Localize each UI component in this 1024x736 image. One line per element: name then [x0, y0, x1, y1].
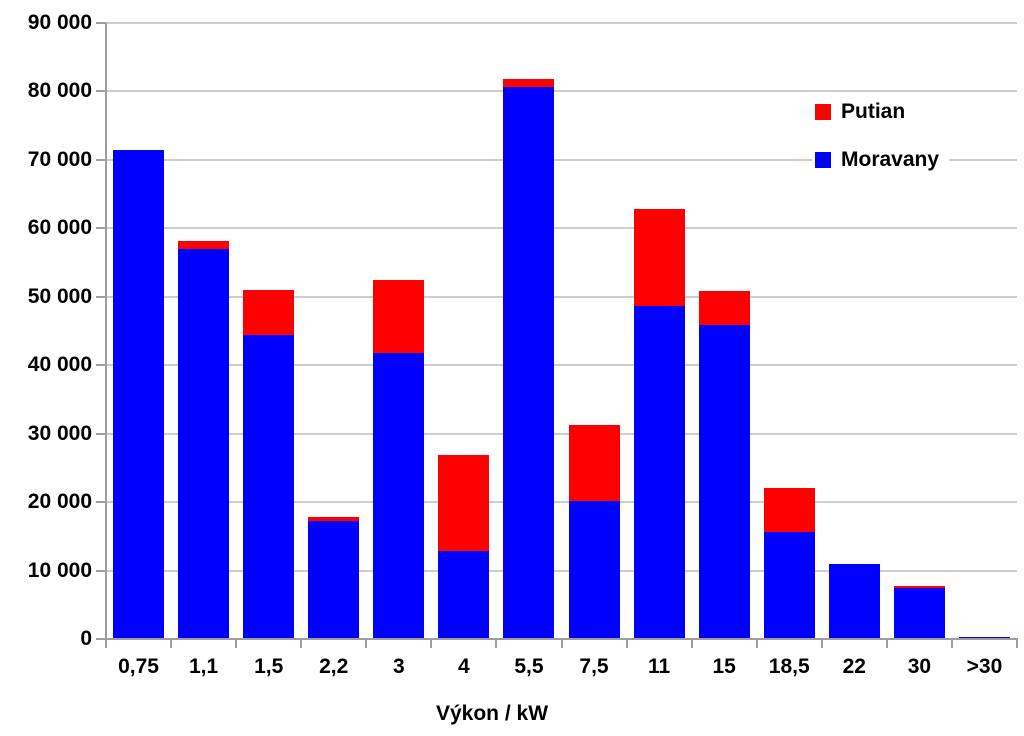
y-tick-60000: [96, 227, 106, 229]
bar-putian-2,2: [308, 517, 359, 521]
bar-moravany-30: [894, 588, 945, 639]
y-axis-line: [105, 23, 107, 639]
y-axis-label-90000: 90 000: [27, 11, 92, 34]
x-tick-11: [821, 638, 823, 648]
y-tick-30000: [96, 433, 106, 435]
x-axis-label-22: 22: [842, 655, 866, 678]
gridline-70000: [106, 159, 1017, 161]
bar-moravany-7,5: [569, 501, 620, 639]
x-axis-label-1,1: 1,1: [188, 655, 219, 678]
bar-moravany-1,1: [178, 249, 229, 639]
bar-putian-1,1: [178, 241, 229, 249]
x-axis-label-5,5: 5,5: [514, 655, 544, 678]
bar-putian-3: [373, 280, 424, 353]
x-tick-6: [495, 638, 497, 648]
bar-moravany-15: [699, 325, 750, 639]
x-axis-label-0,75: 0,75: [118, 655, 159, 678]
x-axis-title: Výkon / kW: [435, 702, 549, 725]
y-tick-70000: [96, 159, 106, 161]
legend-item-putian: Putian: [812, 96, 916, 128]
bar-moravany-11: [634, 306, 685, 639]
x-axis-label-3: 3: [392, 655, 405, 678]
y-axis-label-70000: 70 000: [27, 148, 92, 171]
x-axis-label-4: 4: [458, 655, 470, 678]
x-tick-14: [1016, 638, 1018, 648]
putian-swatch-icon: [815, 104, 831, 120]
y-axis-label-80000: 80 000: [27, 79, 92, 102]
y-tick-20000: [96, 501, 106, 503]
x-axis-line: [96, 638, 1017, 640]
x-axis-label-7,5: 7,5: [579, 655, 609, 678]
gridline-90000: [106, 22, 1017, 24]
x-tick-4: [365, 638, 367, 648]
bar-moravany-1,5: [243, 335, 294, 639]
bar-putian-4: [438, 455, 489, 551]
gridline-60000: [106, 227, 1017, 229]
y-tick-0: [96, 638, 106, 640]
bar-putian-5,5: [503, 79, 554, 87]
x-tick-3: [300, 638, 302, 648]
x-axis-label-18,5: 18,5: [768, 655, 810, 678]
bar-moravany-4: [438, 551, 489, 639]
gridline-40000: [106, 364, 1017, 366]
x-tick-12: [886, 638, 888, 648]
x-tick-0: [105, 638, 107, 648]
y-tick-80000: [96, 90, 106, 92]
bar-putian-18,5: [764, 488, 815, 532]
y-axis-label-40000: 40 000: [27, 353, 92, 376]
gridline-20000: [106, 501, 1017, 503]
x-axis-label-1,5: 1,5: [254, 655, 284, 678]
bar-moravany-22: [829, 564, 880, 639]
y-tick-40000: [96, 364, 106, 366]
bar-moravany-5,5: [503, 87, 554, 639]
gridline-30000: [106, 433, 1017, 435]
gridline-10000: [106, 570, 1017, 572]
bar-putian-30: [894, 586, 945, 588]
bar-putian-15: [699, 291, 750, 325]
x-axis-label->30: >30: [966, 655, 1003, 678]
y-axis-label-60000: 60 000: [27, 216, 92, 239]
y-axis-label-50000: 50 000: [27, 285, 92, 308]
y-axis-label-20000: 20 000: [27, 490, 92, 513]
x-tick-9: [691, 638, 693, 648]
y-axis-label-0: 0: [80, 627, 92, 650]
x-axis-label-15: 15: [712, 655, 736, 678]
bar-moravany-18,5: [764, 532, 815, 639]
y-tick-50000: [96, 296, 106, 298]
x-axis-label-30: 30: [907, 655, 932, 678]
gridline-80000: [106, 90, 1017, 92]
x-tick-2: [235, 638, 237, 648]
x-tick-1: [170, 638, 172, 648]
bar-putian-11: [634, 209, 685, 306]
x-tick-7: [561, 638, 563, 648]
x-tick-10: [756, 638, 758, 648]
gridline-50000: [106, 296, 1017, 298]
x-tick-13: [951, 638, 953, 648]
x-axis-label-2,2: 2,2: [319, 655, 349, 678]
y-tick-90000: [96, 22, 106, 24]
x-axis-label-11: 11: [647, 655, 671, 678]
bar-moravany-0,75: [113, 150, 164, 639]
y-axis-label-30000: 30 000: [27, 422, 92, 445]
bar-moravany-3: [373, 353, 424, 639]
y-tick-10000: [96, 570, 106, 572]
bar-moravany-2,2: [308, 521, 359, 639]
x-tick-8: [626, 638, 628, 648]
bar-putian-1,5: [243, 290, 294, 335]
legend-label-putian: Putian: [841, 100, 906, 123]
bar-putian-7,5: [569, 425, 620, 501]
y-axis-label-10000: 10 000: [27, 559, 92, 582]
x-tick-5: [430, 638, 432, 648]
